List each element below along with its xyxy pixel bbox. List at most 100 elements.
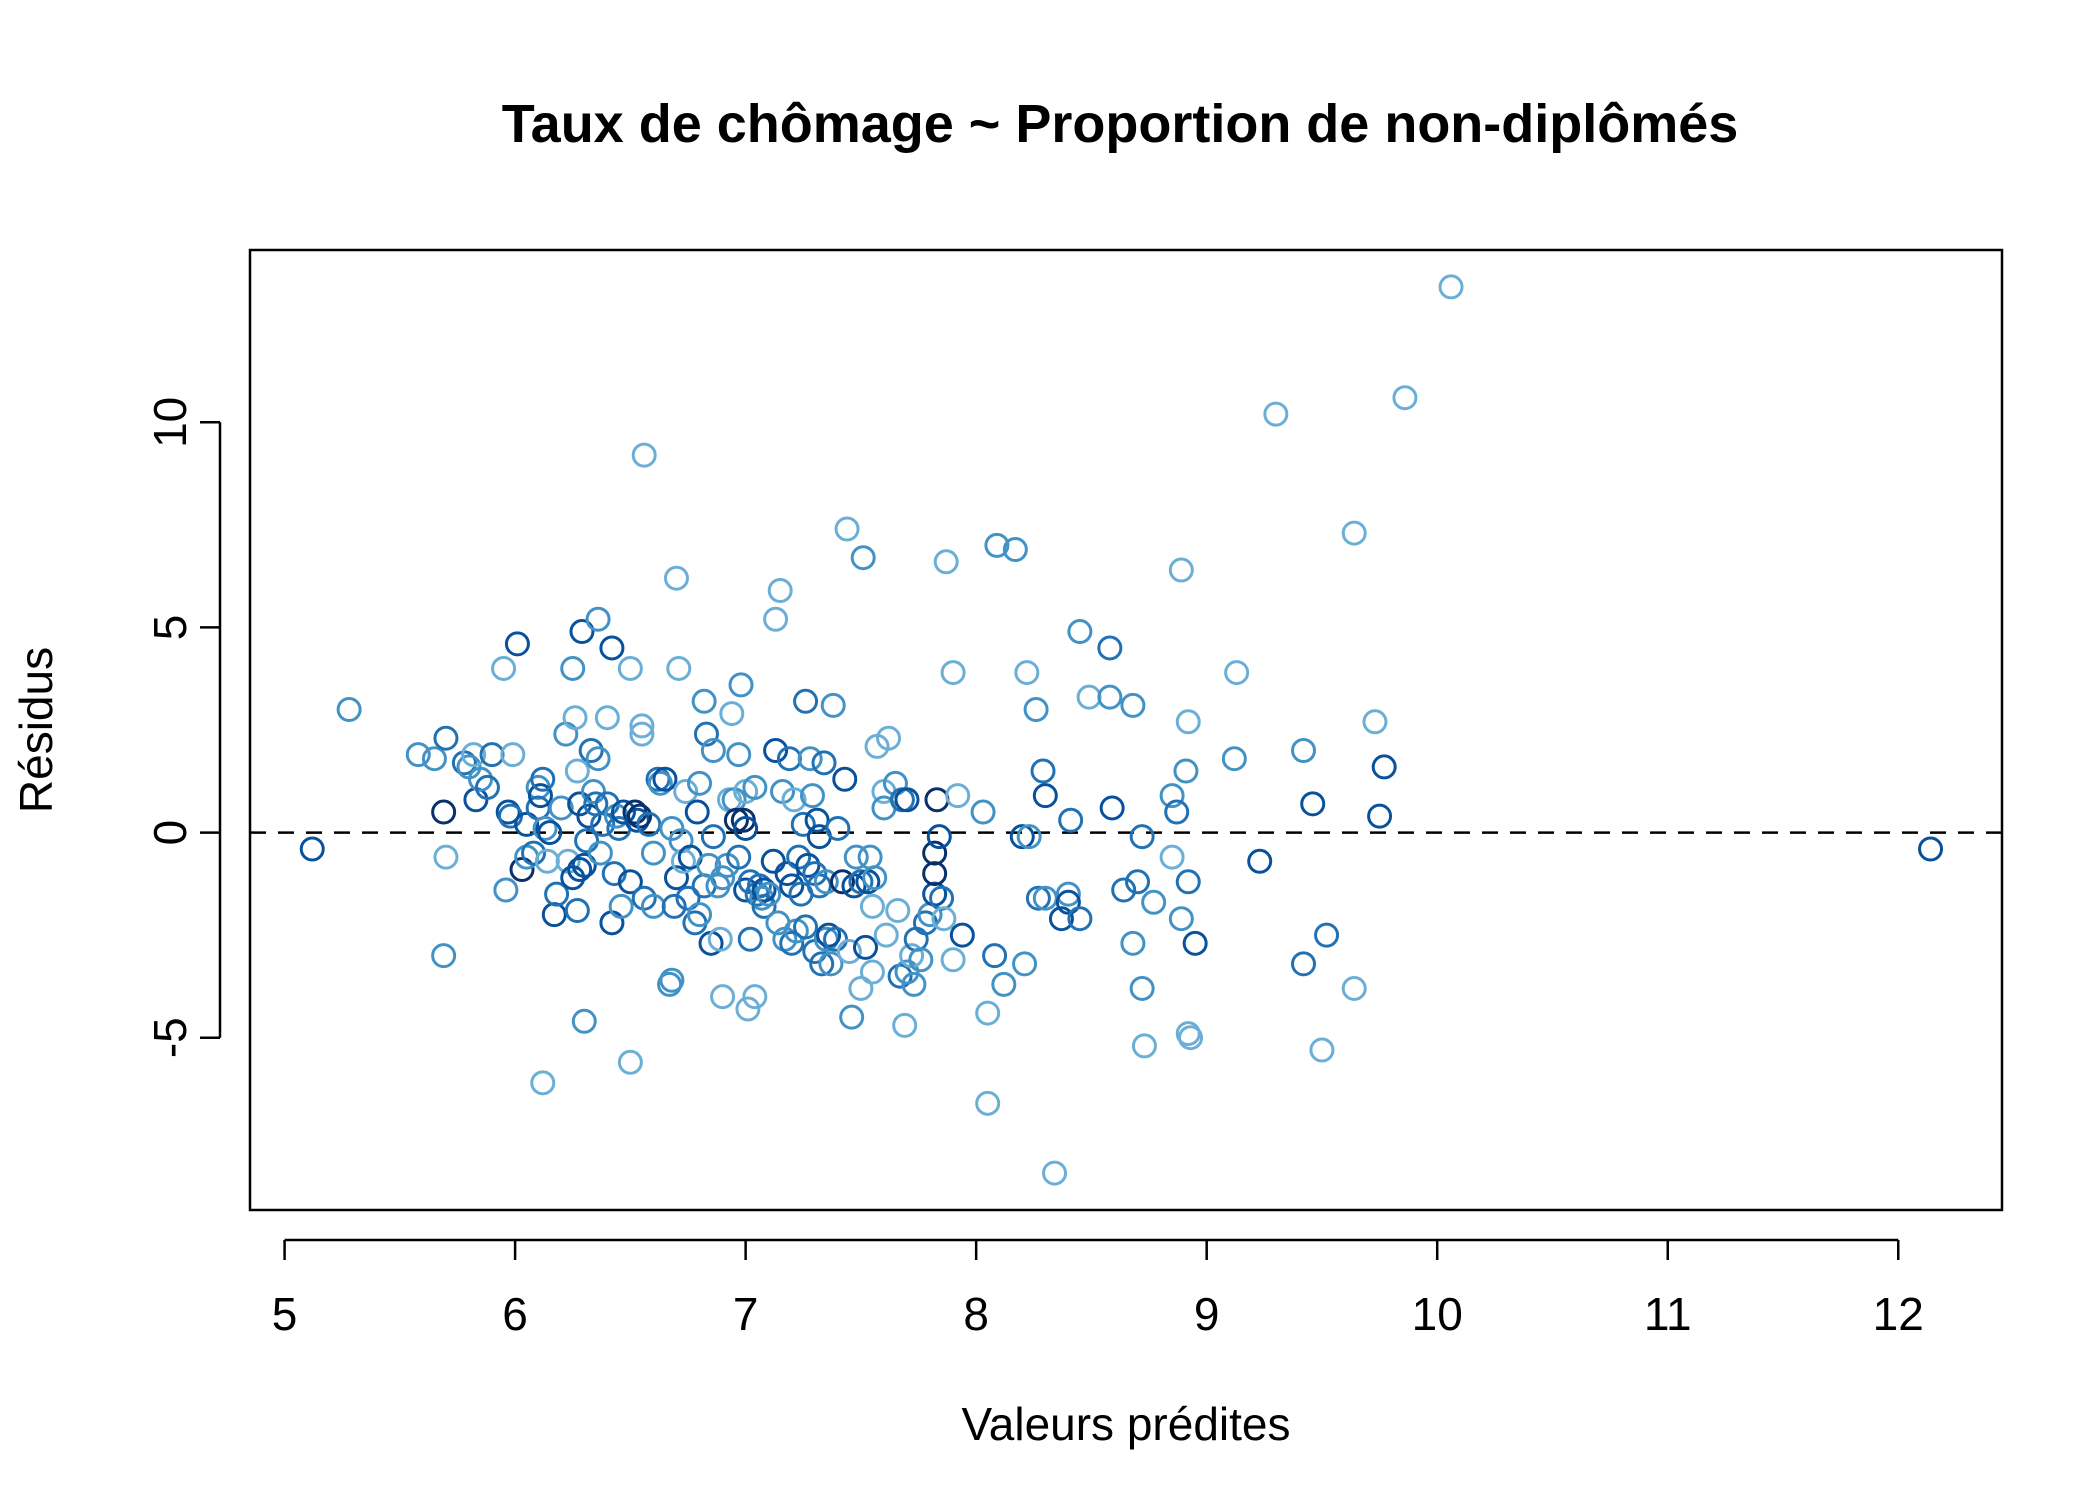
data-point: [1341, 975, 1367, 1001]
data-point: [949, 922, 975, 948]
data-point: [599, 910, 625, 936]
data-point: [544, 881, 570, 907]
data-point: [1263, 401, 1289, 427]
data-point: [1030, 758, 1056, 784]
x-tick-label: 5: [272, 1288, 298, 1340]
data-point: [1164, 799, 1190, 825]
data-point: [336, 696, 362, 722]
data-point: [599, 635, 625, 661]
data-point: [617, 1049, 643, 1075]
data-point: [631, 442, 657, 468]
data-point: [610, 799, 636, 825]
data-point: [751, 893, 777, 919]
data-point: [1067, 619, 1093, 645]
data-point: [859, 893, 885, 919]
data-point: [779, 930, 805, 956]
data-point: [541, 902, 567, 928]
data-point: [885, 898, 911, 924]
data-point: [945, 783, 971, 809]
data-point: [737, 926, 763, 952]
data-point: [719, 701, 745, 727]
data-point: [693, 721, 719, 747]
data-point: [1009, 824, 1035, 850]
data-point: [700, 824, 726, 850]
data-point: [1111, 877, 1137, 903]
data-point: [970, 799, 996, 825]
data-point: [493, 877, 519, 903]
data-point: [640, 840, 666, 866]
data-point: [733, 815, 759, 841]
data-point: [659, 967, 685, 993]
data-point: [1048, 906, 1074, 932]
data-point: [652, 766, 678, 792]
data-point: [726, 742, 752, 768]
data-point: [894, 959, 920, 985]
data-point: [1032, 783, 1058, 809]
data-point: [1016, 824, 1042, 850]
data-point: [1371, 754, 1397, 780]
data-point: [514, 811, 540, 837]
data-point: [940, 660, 966, 686]
data-point: [751, 877, 777, 903]
data-point: [461, 742, 487, 768]
data-point: [571, 852, 597, 878]
data-point: [763, 606, 789, 632]
data-point: [684, 799, 710, 825]
data-point: [991, 971, 1017, 997]
data-point: [894, 787, 920, 813]
data-point: [663, 565, 689, 591]
data-point: [908, 947, 934, 973]
data-point: [726, 844, 752, 870]
data-point: [532, 815, 558, 841]
data-point: [1300, 791, 1326, 817]
data-point: [1341, 520, 1367, 546]
data-point: [982, 943, 1008, 969]
data-point: [617, 869, 643, 895]
data-point: [1392, 385, 1418, 411]
data-point: [636, 811, 662, 837]
data-point: [832, 766, 858, 792]
data-point: [892, 1012, 918, 1038]
y-axis: -5 0 5 10: [144, 397, 222, 1058]
data-point: [696, 852, 722, 878]
data-point: [710, 984, 736, 1010]
data-point: [811, 750, 837, 776]
data-point: [1367, 803, 1393, 829]
data-point: [1023, 696, 1049, 722]
data-point: [687, 770, 713, 796]
data-point: [1067, 906, 1093, 932]
data-point: [567, 856, 593, 882]
x-tick-label: 10: [1412, 1288, 1463, 1340]
data-point: [1058, 807, 1084, 833]
data-point: [564, 898, 590, 924]
data-point: [608, 893, 634, 919]
data-point: [857, 844, 883, 870]
data-point: [922, 861, 948, 887]
data-point: [663, 865, 689, 891]
y-tick-label: -5: [144, 1017, 196, 1058]
data-point: [804, 807, 830, 833]
data-point: [574, 828, 600, 854]
data-point: [836, 939, 862, 965]
data-point: [576, 803, 602, 829]
data-point: [1175, 869, 1201, 895]
data-point: [491, 655, 517, 681]
data-point: [853, 934, 879, 960]
data-point: [876, 725, 902, 751]
data-point: [431, 799, 457, 825]
data-point: [1055, 881, 1081, 907]
data-point: [629, 713, 655, 739]
data-point: [850, 545, 876, 571]
data-point: [756, 881, 782, 907]
data-point: [984, 532, 1010, 558]
data-point: [922, 840, 948, 866]
data-point: [661, 893, 687, 919]
data-point: [1168, 557, 1194, 583]
data-point: [474, 774, 500, 800]
y-tick-label: 0: [144, 820, 196, 846]
data-point: [691, 688, 717, 714]
data-point: [1129, 824, 1155, 850]
data-point: [1159, 844, 1185, 870]
